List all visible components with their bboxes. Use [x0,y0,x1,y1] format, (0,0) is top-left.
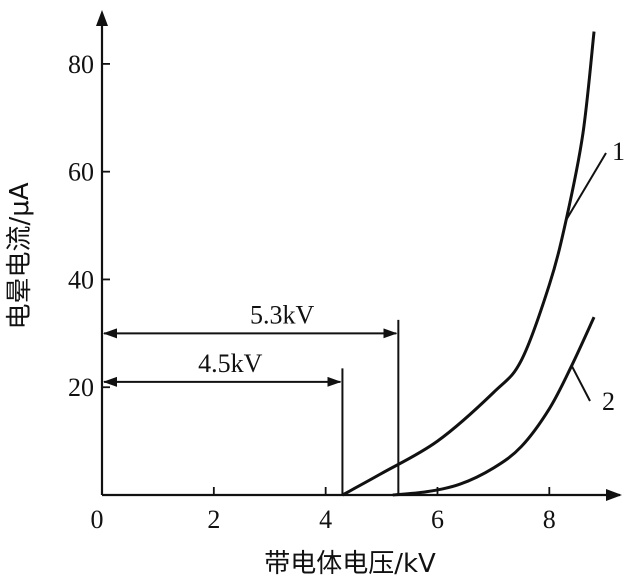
axes-layer [96,10,622,501]
x-tick-label-4: 4 [319,505,332,534]
x-axis-title: 带电体电压/kV [264,549,436,579]
y-tick-label-40: 40 [68,265,94,294]
y-tick-label-80: 80 [68,50,94,79]
series-label-1: 1 [612,137,625,166]
x-tick-label-8: 8 [543,505,556,534]
series-label-leader-1 [565,152,607,221]
labels-layer: 12 [565,137,625,416]
y-tick-label-20: 20 [68,373,94,402]
x-tick-label-6: 6 [431,505,444,534]
ticks-layer: 0 2 4 6 8 20 40 60 80 [68,50,556,534]
annotation-label-2: 4.5kV [198,349,263,378]
series-line-1 [341,31,596,497]
series-label-2: 2 [602,387,615,416]
x-axis-arrowhead [606,489,622,501]
series-line-2 [392,316,596,497]
series-label-leader-2 [570,365,591,402]
annotations-layer: 5.3kV 4.5kV [103,300,400,495]
x-tick-label-0: 0 [91,505,104,534]
series-layer [341,31,596,497]
annotation-label-1: 5.3kV [250,300,315,329]
x-tick-label-2: 2 [207,505,220,534]
y-tick-label-60: 60 [68,158,94,187]
y-axis-arrowhead [96,10,108,26]
y-axis-title: 电晕电流/μA [5,182,35,329]
